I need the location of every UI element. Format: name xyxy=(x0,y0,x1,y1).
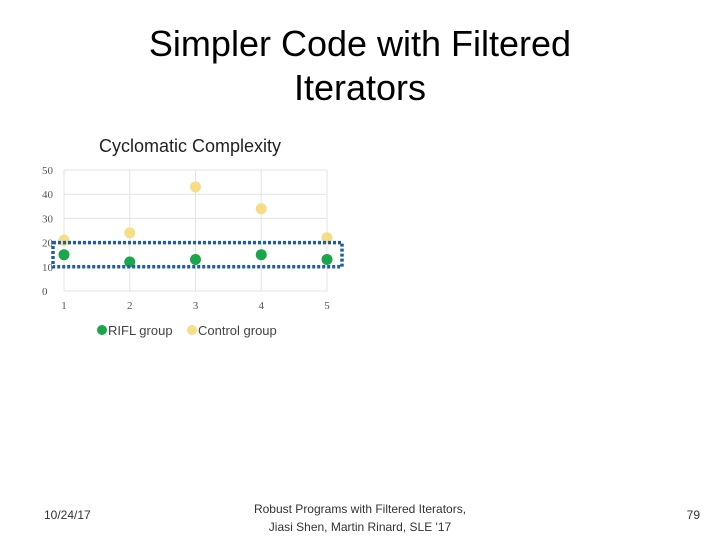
data-point xyxy=(321,232,333,244)
x-tick-label: 5 xyxy=(324,300,330,312)
footer-citation: Robust Programs with Filtered Iterators,… xyxy=(220,500,500,536)
y-tick-label: 50 xyxy=(42,165,54,177)
data-point xyxy=(58,234,70,246)
data-point xyxy=(255,203,267,215)
x-tick-label: 2 xyxy=(127,300,133,312)
data-point xyxy=(190,181,201,193)
y-tick-label: 20 xyxy=(42,238,54,250)
legend-marker xyxy=(97,325,107,335)
highlight-box xyxy=(51,240,344,269)
chart-title: Cyclomatic Complexity xyxy=(98,136,282,156)
slide-title: Simpler Code with Filtered Iterators xyxy=(0,22,720,110)
x-tick-label: 3 xyxy=(193,300,199,312)
footer-citation-line-2: Jiasi Shen, Martin Rinard, SLE '17 xyxy=(268,520,452,534)
x-tick-label: 1 xyxy=(61,300,67,312)
footer-citation-line-1: Robust Programs with Filtered Iterators, xyxy=(253,502,467,516)
y-tick-label: 40 xyxy=(42,189,54,201)
legend-label: Control group xyxy=(198,323,277,338)
footer-date: 10/24/17 xyxy=(44,508,91,522)
data-point xyxy=(124,227,136,239)
data-point xyxy=(190,254,201,266)
legend-label: RIFL group xyxy=(108,323,173,338)
data-point xyxy=(58,249,70,261)
y-tick-label: 30 xyxy=(42,213,54,225)
y-tick-label: 0 xyxy=(42,286,48,298)
page-number: 79 xyxy=(686,508,700,522)
legend-marker xyxy=(187,325,197,335)
data-point xyxy=(255,249,267,261)
y-tick-label: 10 xyxy=(42,262,54,274)
x-tick-label: 4 xyxy=(259,300,265,312)
slide-title-line-1: Simpler Code with Filtered xyxy=(148,23,572,64)
data-point xyxy=(321,254,333,266)
slide-title-line-2: Iterators xyxy=(293,67,427,108)
data-point xyxy=(124,256,136,268)
